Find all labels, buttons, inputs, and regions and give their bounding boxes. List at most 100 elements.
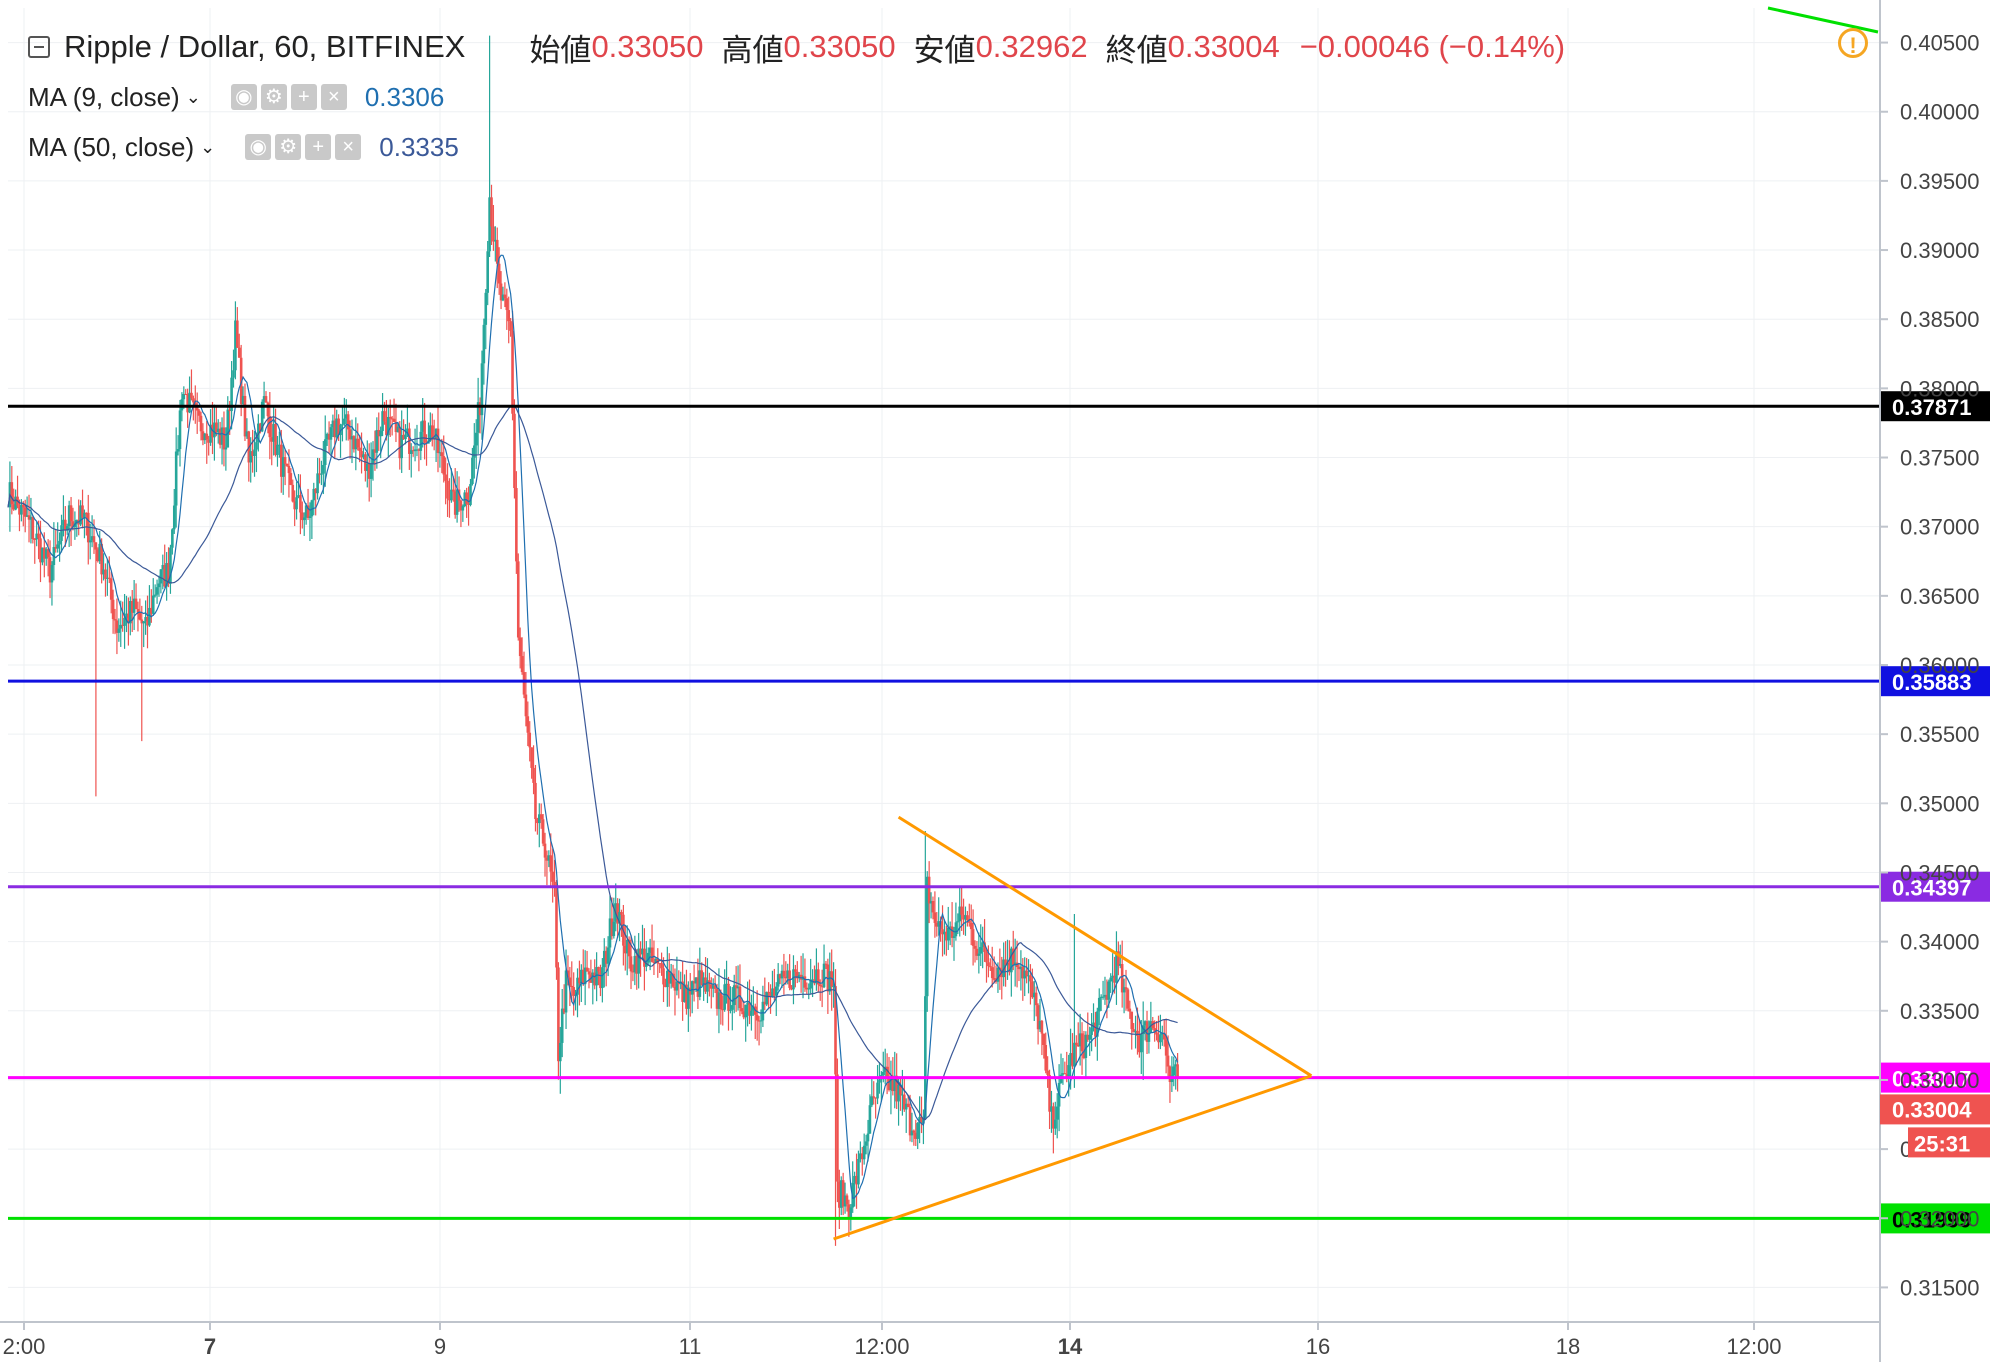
candle-body — [623, 945, 627, 954]
symbol-title[interactable]: Ripple / Dollar, 60, BITFINEX — [64, 29, 466, 64]
candle-body — [969, 922, 973, 930]
candle-body — [92, 536, 96, 543]
eye-icon[interactable]: ◉ — [245, 134, 272, 160]
candle-body — [119, 624, 123, 629]
close-icon[interactable]: × — [320, 84, 347, 110]
candle-body — [436, 428, 440, 453]
triangle-upper-line[interactable] — [897, 815, 1313, 1078]
candle-body — [249, 451, 253, 463]
candle-body — [1124, 987, 1128, 990]
candle-body — [578, 977, 581, 984]
candle-body — [774, 986, 778, 996]
candle-body — [696, 977, 700, 997]
eye-icon[interactable]: ◉ — [230, 84, 257, 110]
candle-body — [1113, 975, 1116, 983]
candle-body — [167, 563, 170, 584]
candle-body — [933, 912, 937, 923]
candle-body — [669, 973, 673, 984]
candle-body — [255, 442, 258, 450]
last-price-bg — [1880, 1094, 1990, 1125]
candle-body — [453, 491, 457, 515]
candle-body — [446, 480, 449, 499]
level-label-bg — [1880, 871, 1990, 902]
candle-body — [409, 450, 413, 454]
candle-body — [25, 515, 29, 517]
candle-body — [711, 985, 715, 989]
candle-body — [1126, 989, 1130, 1009]
candle-body — [299, 495, 302, 513]
candle-body — [987, 962, 990, 967]
close-icon[interactable]: × — [335, 134, 362, 160]
candle-body — [1084, 1034, 1088, 1058]
candle-body — [641, 948, 644, 955]
candle-body — [893, 1075, 897, 1092]
candle-body — [602, 950, 606, 968]
candle-body — [486, 251, 489, 293]
candle-body — [27, 515, 31, 520]
candle-body — [396, 426, 400, 433]
candle-body — [297, 495, 300, 498]
candle-body — [956, 921, 960, 923]
level-label: 0.33017 — [1892, 1067, 1972, 1092]
candle-body — [153, 594, 157, 596]
candle-body — [306, 505, 310, 518]
candle-body — [809, 979, 812, 989]
chevron-down-icon[interactable]: ⌄ — [200, 136, 216, 157]
plus-icon[interactable]: + — [305, 134, 332, 160]
candle-body — [897, 1084, 900, 1102]
collapse-icon[interactable] — [28, 36, 50, 58]
candle-body — [371, 449, 375, 464]
gear-icon[interactable]: ⚙ — [260, 84, 287, 110]
candle-body — [125, 613, 128, 618]
candle-body — [595, 967, 598, 986]
candle-body — [520, 656, 524, 673]
triangle-lower-line[interactable] — [833, 1074, 1312, 1241]
candle-body — [67, 505, 71, 527]
candle-body — [276, 444, 279, 455]
candle-body — [423, 420, 426, 443]
candle-body — [1008, 962, 1011, 973]
candle-body — [94, 542, 98, 550]
candle-body — [245, 431, 249, 437]
candle-body — [560, 1008, 564, 1043]
candle-body — [264, 396, 268, 403]
candle-body — [742, 1011, 746, 1018]
candle-body — [1130, 1011, 1134, 1030]
candle-body — [60, 525, 63, 541]
level-label: 0.35883 — [1892, 670, 1972, 695]
candle-body — [983, 942, 986, 952]
gear-icon[interactable]: ⚙ — [275, 134, 302, 160]
candle-body — [620, 912, 623, 915]
exclamation-icon[interactable]: ! — [1838, 28, 1868, 58]
chevron-down-icon[interactable]: ⌄ — [185, 86, 201, 107]
candle-body — [203, 433, 207, 441]
candle-body — [1168, 1066, 1172, 1083]
candle-body — [1132, 1029, 1135, 1033]
time-tick-label: 12:00 — [1726, 1334, 1781, 1359]
candle-body — [195, 406, 199, 411]
candle-body — [293, 501, 296, 510]
time-tick-label: 2:00 — [3, 1334, 46, 1359]
open-value: 0.33050 — [591, 29, 704, 64]
candle-body — [645, 962, 648, 967]
candle-body — [960, 906, 963, 915]
plus-icon[interactable]: + — [290, 84, 317, 110]
candle-body — [916, 1123, 919, 1139]
candle-body — [1155, 1032, 1158, 1035]
ma50-name[interactable]: MA (50, close) — [28, 131, 195, 162]
trend-line[interactable] — [1767, 6, 1879, 34]
candle-body — [1071, 1053, 1074, 1067]
candle-body — [398, 426, 402, 459]
candle-body — [197, 410, 201, 416]
candle-body — [860, 1153, 864, 1160]
candle-body — [494, 239, 497, 242]
candle-body — [1029, 975, 1032, 982]
candle-body — [251, 451, 254, 456]
candle-body — [864, 1141, 868, 1146]
candle-body — [652, 961, 656, 963]
candle-body — [69, 505, 73, 522]
ma9-name[interactable]: MA (9, close) — [28, 81, 180, 112]
candle-body — [522, 672, 526, 695]
